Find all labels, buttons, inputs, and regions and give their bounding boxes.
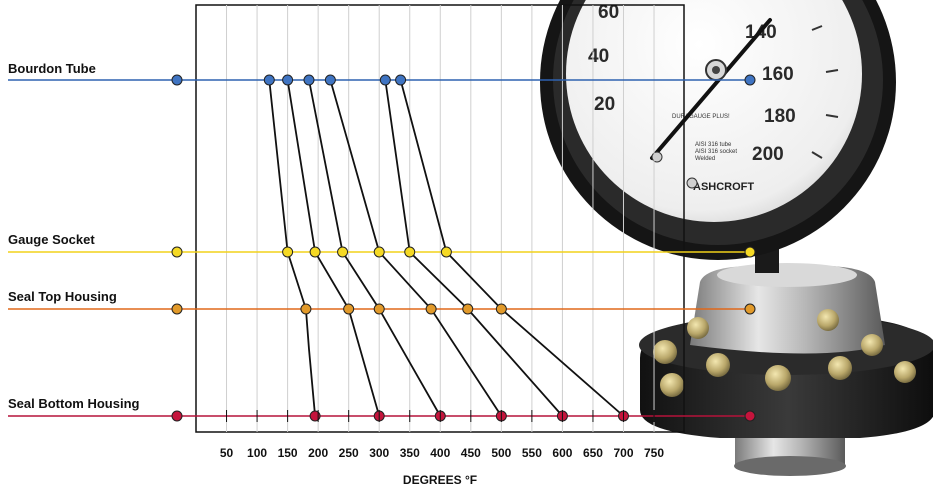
row-label-top: Seal Top Housing — [8, 289, 117, 304]
series-line-2 — [286, 79, 381, 417]
data-point — [404, 246, 416, 258]
dial-number: 60 — [598, 2, 619, 23]
data-point — [373, 246, 385, 258]
dial-fine-print: AISI 316 tube — [695, 142, 732, 148]
series-line-5 — [384, 79, 564, 417]
tick-label: 350 — [400, 446, 420, 460]
row-label-socket: Gauge Socket — [8, 232, 95, 247]
data-point — [303, 74, 315, 86]
data-point — [324, 74, 336, 86]
dial-fine-print: AISI 316 socket — [695, 149, 737, 155]
tick-label: 750 — [644, 446, 664, 460]
level-end-dot — [744, 303, 756, 315]
tick-label: 150 — [278, 446, 298, 460]
level-start-dot — [171, 74, 183, 86]
series-line-1 — [268, 79, 316, 417]
tick-label: 450 — [461, 446, 481, 460]
tick-label: 100 — [247, 446, 267, 460]
tick-label: 400 — [430, 446, 450, 460]
row-label-bourdon: Bourdon Tube — [8, 61, 96, 76]
data-point — [309, 246, 321, 258]
data-point — [395, 74, 407, 86]
dial-brand: ASHCROFT — [693, 181, 754, 193]
row-label-bottom: Seal Bottom Housing — [8, 396, 140, 411]
tick-label: 200 — [308, 446, 328, 460]
data-point — [309, 410, 321, 422]
level-end-dot — [744, 246, 756, 258]
level-start-dot — [171, 303, 183, 315]
series-line-3 — [308, 79, 442, 417]
series-line-6 — [399, 79, 625, 417]
x-axis-title: DEGREES °F — [403, 473, 477, 487]
dial-number: 200 — [752, 144, 784, 165]
tick-label: 550 — [522, 446, 542, 460]
level-start-dot — [171, 246, 183, 258]
level-end-dot — [744, 410, 756, 422]
dial-fine-print: Welded — [695, 156, 715, 162]
data-point — [373, 303, 385, 315]
tick-label: 650 — [583, 446, 603, 460]
data-point — [495, 303, 507, 315]
data-point — [300, 303, 312, 315]
dial-number: 180 — [764, 106, 796, 127]
data-point — [282, 246, 294, 258]
dial-logo: DURAGAUGE PLUS! — [672, 114, 730, 120]
tick-label: 50 — [220, 446, 234, 460]
series-line-4 — [329, 79, 503, 417]
tick-label: 250 — [339, 446, 359, 460]
data-point — [462, 303, 474, 315]
data-point — [337, 246, 349, 258]
dial-number: 20 — [594, 94, 615, 115]
data-point — [343, 303, 355, 315]
tick-label: 300 — [369, 446, 389, 460]
tick-label: 500 — [491, 446, 511, 460]
dial-number: 40 — [588, 46, 609, 67]
level-start-dot — [171, 410, 183, 422]
gauge-photo: 60 40 20 140 160 180 200 DURAGAUGE PLUS!… — [540, 0, 933, 476]
tick-label: 600 — [552, 446, 572, 460]
tick-label: 700 — [613, 446, 633, 460]
data-point — [379, 74, 391, 86]
level-end-dot — [744, 74, 756, 86]
dial-number: 160 — [762, 64, 794, 85]
data-point — [425, 303, 437, 315]
data-point — [263, 74, 275, 86]
data-point — [440, 246, 452, 258]
data-point — [282, 74, 294, 86]
